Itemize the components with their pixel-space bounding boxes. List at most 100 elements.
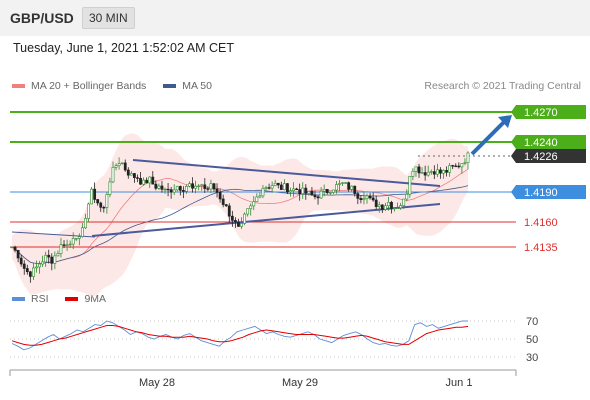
- candle-body: [133, 173, 136, 178]
- candle-body: [371, 197, 375, 201]
- candle-body: [267, 187, 271, 189]
- candle-body: [93, 188, 97, 200]
- candle-body: [163, 188, 167, 191]
- candle-body: [390, 201, 393, 209]
- candle-body: [399, 205, 403, 209]
- chart-datetime: Tuesday, June 1, 2021 1:52:02 AM CET: [13, 41, 234, 55]
- bollinger-band-area: [12, 133, 468, 297]
- candle-body: [402, 198, 406, 206]
- candle-body: [457, 165, 461, 168]
- candle-body: [136, 177, 139, 179]
- candle-body: [19, 257, 23, 265]
- candle-body: [261, 188, 265, 197]
- legend-label-rsi: RSI: [31, 293, 49, 305]
- candle-body: [408, 176, 412, 195]
- level-label-1.4226: 1.4226: [524, 151, 558, 163]
- rsi-tick-30: 30: [526, 352, 538, 364]
- ma20-line: [11, 168, 469, 264]
- candle-body: [353, 185, 357, 194]
- price-levels: [10, 111, 516, 248]
- timeframe-button[interactable]: 30 MIN: [82, 7, 135, 29]
- x-axis: May 28 May 29 Jun 1: [9, 369, 517, 389]
- ma50-line: [11, 185, 469, 264]
- candle-body: [145, 179, 149, 184]
- legend-swatch-9ma: [65, 297, 79, 302]
- candle-body: [181, 190, 185, 192]
- candle-body: [32, 267, 35, 277]
- candle-body: [316, 196, 320, 199]
- candle-body: [319, 190, 323, 199]
- candle-body: [13, 246, 17, 251]
- candle-body: [123, 162, 127, 171]
- candle-body: [454, 165, 458, 168]
- candle-body: [435, 169, 439, 175]
- candle-body: [356, 193, 360, 199]
- candlesticks: [10, 151, 470, 283]
- candle-body: [451, 165, 455, 167]
- candle-body: [240, 223, 243, 227]
- candle-body: [221, 198, 225, 205]
- candle-body: [166, 188, 170, 191]
- candle-body: [185, 185, 188, 192]
- candle-body: [230, 215, 234, 221]
- candle-body: [466, 152, 470, 163]
- candle-body: [35, 266, 38, 269]
- candle-body: [139, 177, 142, 185]
- candle-body: [234, 220, 237, 223]
- candle-body: [298, 189, 302, 194]
- x-tick-jun-1: Jun 1: [446, 377, 473, 389]
- candle-body: [258, 195, 262, 198]
- candle-body: [80, 227, 84, 237]
- candle-body: [439, 169, 442, 174]
- candle-body: [301, 187, 305, 194]
- level-label-box-1.4240: [516, 135, 586, 149]
- candle-body: [71, 238, 75, 245]
- candle-body: [194, 185, 198, 189]
- candle-body: [310, 190, 314, 196]
- bollinger-bands: [12, 133, 468, 297]
- price-legend: MA 20 + Bollinger Bands MA 50: [12, 80, 226, 92]
- candle-body: [420, 172, 424, 174]
- candle-body: [405, 193, 409, 200]
- candle-body: [117, 163, 121, 166]
- candle-body: [114, 165, 118, 168]
- candle-body: [246, 208, 250, 215]
- trendline-upper: [132, 159, 441, 187]
- candle-body: [426, 171, 430, 176]
- moving-averages: [11, 168, 469, 264]
- level-label-1.4270: 1.4270: [524, 107, 558, 119]
- candle-body: [126, 169, 130, 176]
- candle-body: [90, 188, 93, 205]
- candle-body: [96, 199, 100, 204]
- candle-body: [59, 244, 63, 254]
- projection-arrow-shaft: [470, 118, 508, 156]
- legend-label-9ma: 9MA: [84, 293, 107, 305]
- candle-body: [344, 182, 347, 184]
- candle-body: [365, 195, 369, 199]
- candle-body: [460, 163, 464, 168]
- candle-body: [374, 199, 378, 207]
- candle-body: [432, 171, 436, 175]
- candle-body: [224, 204, 228, 207]
- candle-body: [62, 244, 66, 246]
- candle-body: [84, 218, 87, 229]
- candle-body: [286, 183, 289, 193]
- candle-body: [243, 213, 246, 224]
- projection-arrow-head: [498, 115, 512, 128]
- currency-pair-title: GBP/USD: [10, 10, 74, 26]
- candle-body: [65, 244, 69, 246]
- candle-body: [47, 254, 51, 258]
- candle-body: [249, 205, 253, 210]
- candle-body: [463, 162, 467, 164]
- candle-body: [270, 185, 274, 189]
- legend-item-ma20: MA 20 + Bollinger Bands: [12, 80, 146, 92]
- candle-body: [307, 190, 311, 194]
- candle-body: [188, 183, 191, 187]
- candle-body: [44, 254, 48, 263]
- candle-body: [87, 203, 90, 219]
- x-tick-may-28: May 28: [139, 377, 175, 389]
- candle-body: [108, 181, 112, 195]
- level-label-1.4135: 1.4135: [524, 242, 558, 254]
- candle-body: [215, 188, 219, 193]
